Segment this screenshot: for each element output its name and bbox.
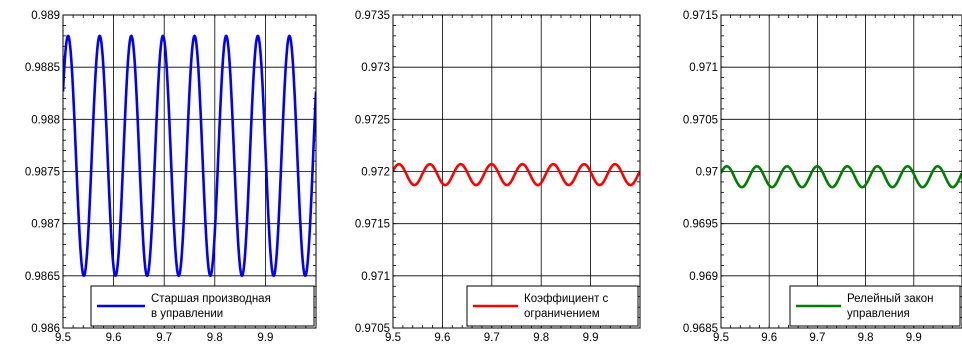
legend: Релейный закон управления (789, 285, 961, 327)
legend-label: в управлении (151, 308, 223, 320)
y-tick-label: 0.971 (361, 271, 390, 283)
legend-label: Релейный закон (847, 293, 934, 305)
y-tick-label: 0.9725 (355, 114, 390, 126)
chart-1: 9.5 9.6 9.7 9.8 9.9 0.986 0.9865 0.987 0.9875 0.9… (25, 10, 317, 344)
legend-label: Коэффициент с (524, 293, 609, 305)
series-line (63, 34, 316, 278)
chart-3: 9.5 9.6 9.7 9.8 9.9 0.9685 0.969 0.9695 0.97 0.97… (683, 10, 962, 344)
y-tick-label: 0.9865 (25, 271, 60, 283)
x-tick-label: 9.8 (533, 332, 549, 344)
x-tick-label: 9.5 (55, 332, 71, 344)
legend-label: управления (847, 308, 910, 320)
axes-frame (62, 14, 317, 329)
y-tick-label: 0.987 (31, 219, 60, 231)
x-tick-label: 9.9 (583, 332, 599, 344)
x-tick-label: 9.7 (156, 332, 172, 344)
x-tick-label: 9.9 (906, 332, 922, 344)
y-tick-label: 0.9735 (355, 10, 390, 22)
y-tick-label: 0.973 (361, 62, 390, 74)
x-tick-label: 9.7 (809, 332, 825, 344)
y-tick-label: 0.9715 (355, 219, 390, 231)
y-tick-label: 0.9715 (683, 10, 718, 22)
x-tick-label: 9.7 (484, 332, 500, 344)
legend-label: ограничением (524, 308, 600, 320)
x-tick-label: 9.6 (434, 332, 450, 344)
axes-frame (392, 14, 641, 329)
x-tick-label: 9.6 (106, 332, 122, 344)
axes-frame (720, 14, 962, 329)
y-tick-label: 0.972 (361, 167, 390, 179)
y-tick-label: 0.9685 (683, 323, 718, 335)
y-tick-label: 0.9705 (355, 323, 390, 335)
legend: Коэффициент с ограничением (466, 285, 639, 327)
chart-2: 9.5 9.6 9.7 9.8 9.9 0.9705 0.971 0.9715 0.972 0.9… (355, 10, 641, 344)
y-tick-label: 0.97 (696, 167, 718, 179)
series-line (721, 164, 962, 189)
y-tick-label: 0.9875 (25, 167, 60, 179)
y-tick-label: 0.988 (31, 114, 60, 126)
y-tick-label: 0.969 (689, 271, 718, 283)
y-tick-label: 0.9705 (683, 114, 718, 126)
legend-label: Старшая производная (151, 293, 271, 305)
y-tick-label: 0.971 (689, 62, 718, 74)
y-tick-label: 0.9885 (25, 62, 60, 74)
x-tick-label: 9.5 (713, 332, 729, 344)
x-tick-label: 9.9 (257, 332, 273, 344)
y-tick-label: 0.986 (31, 323, 60, 335)
y-tick-label: 0.9695 (683, 219, 718, 231)
series-line (393, 162, 640, 187)
y-tick-label: 0.989 (31, 10, 60, 22)
x-tick-label: 9.8 (207, 332, 223, 344)
legend: Старшая производная в управлении (90, 285, 315, 327)
x-tick-label: 9.5 (385, 332, 401, 344)
x-tick-label: 9.6 (761, 332, 777, 344)
x-tick-label: 9.8 (858, 332, 874, 344)
